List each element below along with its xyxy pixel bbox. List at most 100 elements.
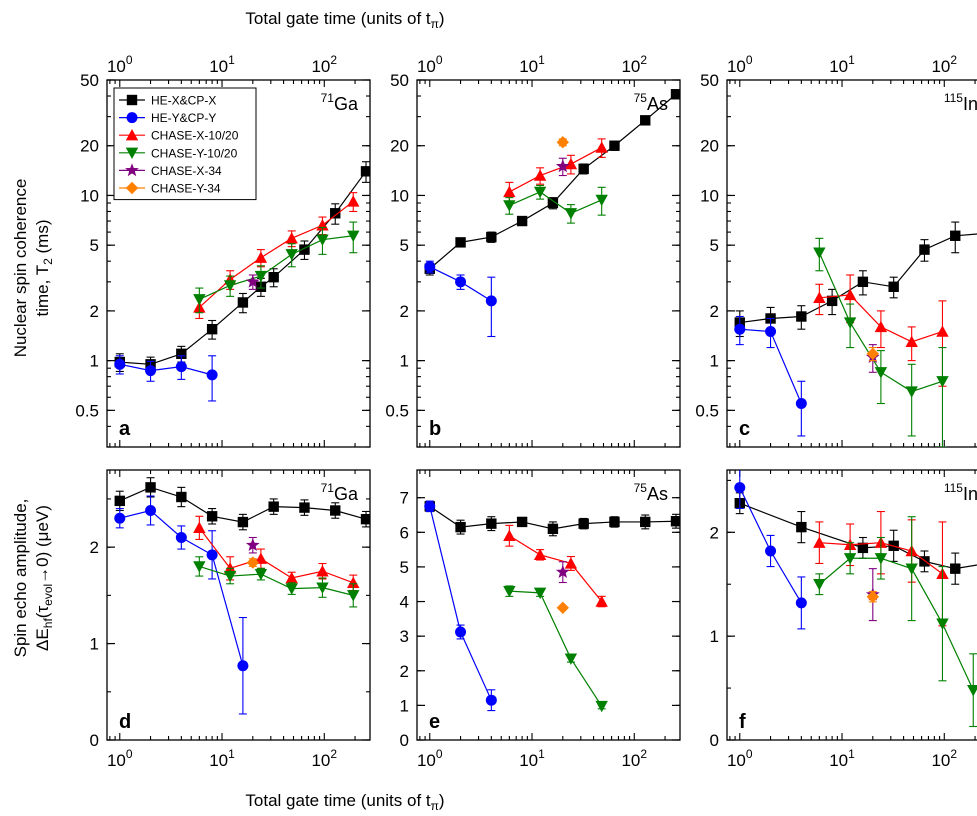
data-point-chase-y-10-20	[595, 700, 608, 713]
data-point-chase-x-10-20	[843, 288, 857, 301]
data-point-he-y-cp-y	[114, 512, 126, 524]
data-point-he-x-cp-x	[578, 518, 589, 529]
bottom-xlabel: Total gate time (units of tπ)	[245, 791, 444, 813]
series-line-he-x-cp-x	[429, 93, 677, 270]
data-point-chase-x-10-20	[316, 565, 329, 577]
data-point-he-x-cp-x	[176, 491, 187, 503]
top-ylabel-line2: time, T2 (ms)	[33, 219, 55, 316]
data-point-chase-y-10-20	[193, 561, 206, 573]
data-point-he-x-cp-x	[888, 281, 899, 292]
data-point-chase-y-10-20	[905, 386, 918, 398]
series-line-he-x-cp-x	[119, 170, 367, 365]
y-tick-label: 50	[80, 71, 99, 90]
panel-letter-f: f	[739, 711, 746, 733]
data-point-he-y-cp-y	[206, 549, 218, 561]
data-point-he-y-cp-y	[424, 500, 436, 512]
series-line-chase-x-10-20	[509, 535, 603, 602]
x-tick-label-top: 100	[107, 53, 133, 76]
data-point-chase-y-10-20	[874, 367, 888, 379]
data-point-he-y-cp-y	[206, 369, 218, 381]
data-point-he-x-cp-x	[268, 271, 279, 283]
isotope-label-d: 71Ga	[321, 481, 359, 504]
data-point-chase-x-10-20	[936, 325, 949, 337]
data-point-he-y-cp-y	[237, 660, 249, 672]
y-tick-label: 50	[700, 71, 719, 90]
data-point-he-y-cp-y	[485, 295, 497, 307]
data-point-chase-x-10-20	[254, 251, 268, 263]
data-point-chase-x-10-20	[905, 335, 918, 348]
data-point-chase-y-10-20	[564, 208, 578, 220]
data-point-chase-x-10-20	[533, 548, 547, 561]
y-tick-label: 2	[400, 662, 409, 681]
data-point-he-y-cp-y	[455, 626, 467, 638]
x-tick-label-bottom: 102	[311, 747, 337, 770]
y-tick-label: 5	[710, 236, 719, 255]
data-point-chase-y-10-20	[595, 194, 608, 207]
data-point-chase-x-10-20	[503, 529, 516, 541]
data-point-he-x-cp-x	[609, 140, 620, 151]
data-point-chase-x-10-20	[533, 169, 547, 181]
y-tick-label: 0	[90, 731, 99, 750]
data-point-chase-x-10-20	[874, 320, 888, 333]
data-point-he-y-cp-y	[424, 261, 436, 273]
data-point-he-y-cp-y	[455, 276, 467, 288]
panel-letter-c: c	[739, 418, 750, 440]
data-point-he-x-cp-x	[796, 521, 807, 533]
series-group	[114, 477, 370, 715]
data-point-he-x-cp-x	[486, 231, 497, 243]
data-point-he-x-cp-x	[299, 244, 310, 255]
data-point-chase-y-10-20	[936, 376, 949, 388]
data-point-he-x-cp-x	[299, 502, 310, 513]
data-point-chase-x-10-20	[254, 552, 268, 564]
plot-frame-f	[726, 469, 977, 741]
data-point-he-x-cp-x	[857, 542, 869, 554]
y-tick-label: 2	[90, 302, 99, 321]
panel-f: 100 101 102 0 1 2 f 115In	[710, 469, 977, 770]
legend-marker	[126, 112, 138, 124]
y-tick-label: 0.5	[695, 401, 719, 420]
bottom-ylabel: Spin echo amplitude, ΔEhf(τevol→0) (μeV)	[11, 499, 55, 658]
data-point-he-x-cp-x	[919, 244, 930, 255]
data-point-he-x-cp-x	[547, 197, 559, 209]
data-point-he-x-cp-x	[950, 563, 961, 574]
series-line-chase-x-10-20	[198, 527, 354, 584]
bottom-ylabel-line2: ΔEhf(τevol→0) (μeV)	[33, 505, 55, 651]
data-point-chase-y-10-20	[347, 230, 360, 242]
data-point-chase-y-10-20	[285, 249, 298, 261]
y-tick-label: 10	[390, 186, 409, 205]
x-tick-label-bottom: 101	[519, 747, 545, 770]
data-point-chase-x-10-20	[193, 521, 206, 534]
data-point-he-x-cp-x	[578, 163, 589, 174]
data-point-chase-y-10-20	[813, 579, 826, 591]
series-group	[734, 221, 977, 447]
x-tick-label-top: 100	[417, 53, 443, 76]
top-ylabel-sub: 2	[41, 258, 55, 265]
data-point-he-x-cp-x	[360, 513, 370, 525]
data-point-chase-y-10-20	[533, 186, 547, 199]
data-point-he-x-cp-x	[237, 297, 249, 308]
data-point-chase-y-10-20	[316, 582, 329, 594]
top-ylabel-line2-text: time, T	[33, 265, 52, 317]
panel-b: 100 101 102 0.5 1 2 5 10 20 50 b 75As	[385, 53, 681, 448]
data-point-chase-y-10-20	[223, 570, 237, 583]
series-line-chase-y-10-20	[509, 191, 602, 214]
legend-label: HE-Y&CP-Y	[151, 111, 216, 125]
data-point-he-x-cp-x	[547, 523, 559, 535]
data-point-chase-x-34	[555, 159, 570, 173]
data-point-he-x-cp-x	[609, 516, 620, 528]
data-point-chase-x-10-20	[347, 576, 360, 589]
y-tick-label: 20	[80, 137, 99, 156]
y-tick-label: 10	[700, 186, 719, 205]
data-point-chase-y-10-20	[347, 590, 360, 602]
y-tick-label: 0	[400, 731, 409, 750]
data-point-he-x-cp-x	[206, 511, 218, 522]
data-point-chase-y-10-20	[936, 618, 949, 630]
data-point-chase-x-10-20	[564, 557, 578, 569]
bottom-xlabel-sub: π	[431, 799, 439, 813]
data-point-he-x-cp-x	[455, 521, 466, 533]
y-tick-label: 1	[400, 352, 409, 371]
y-tick-label: 1	[90, 635, 99, 654]
y-tick-label: 0	[710, 731, 719, 750]
